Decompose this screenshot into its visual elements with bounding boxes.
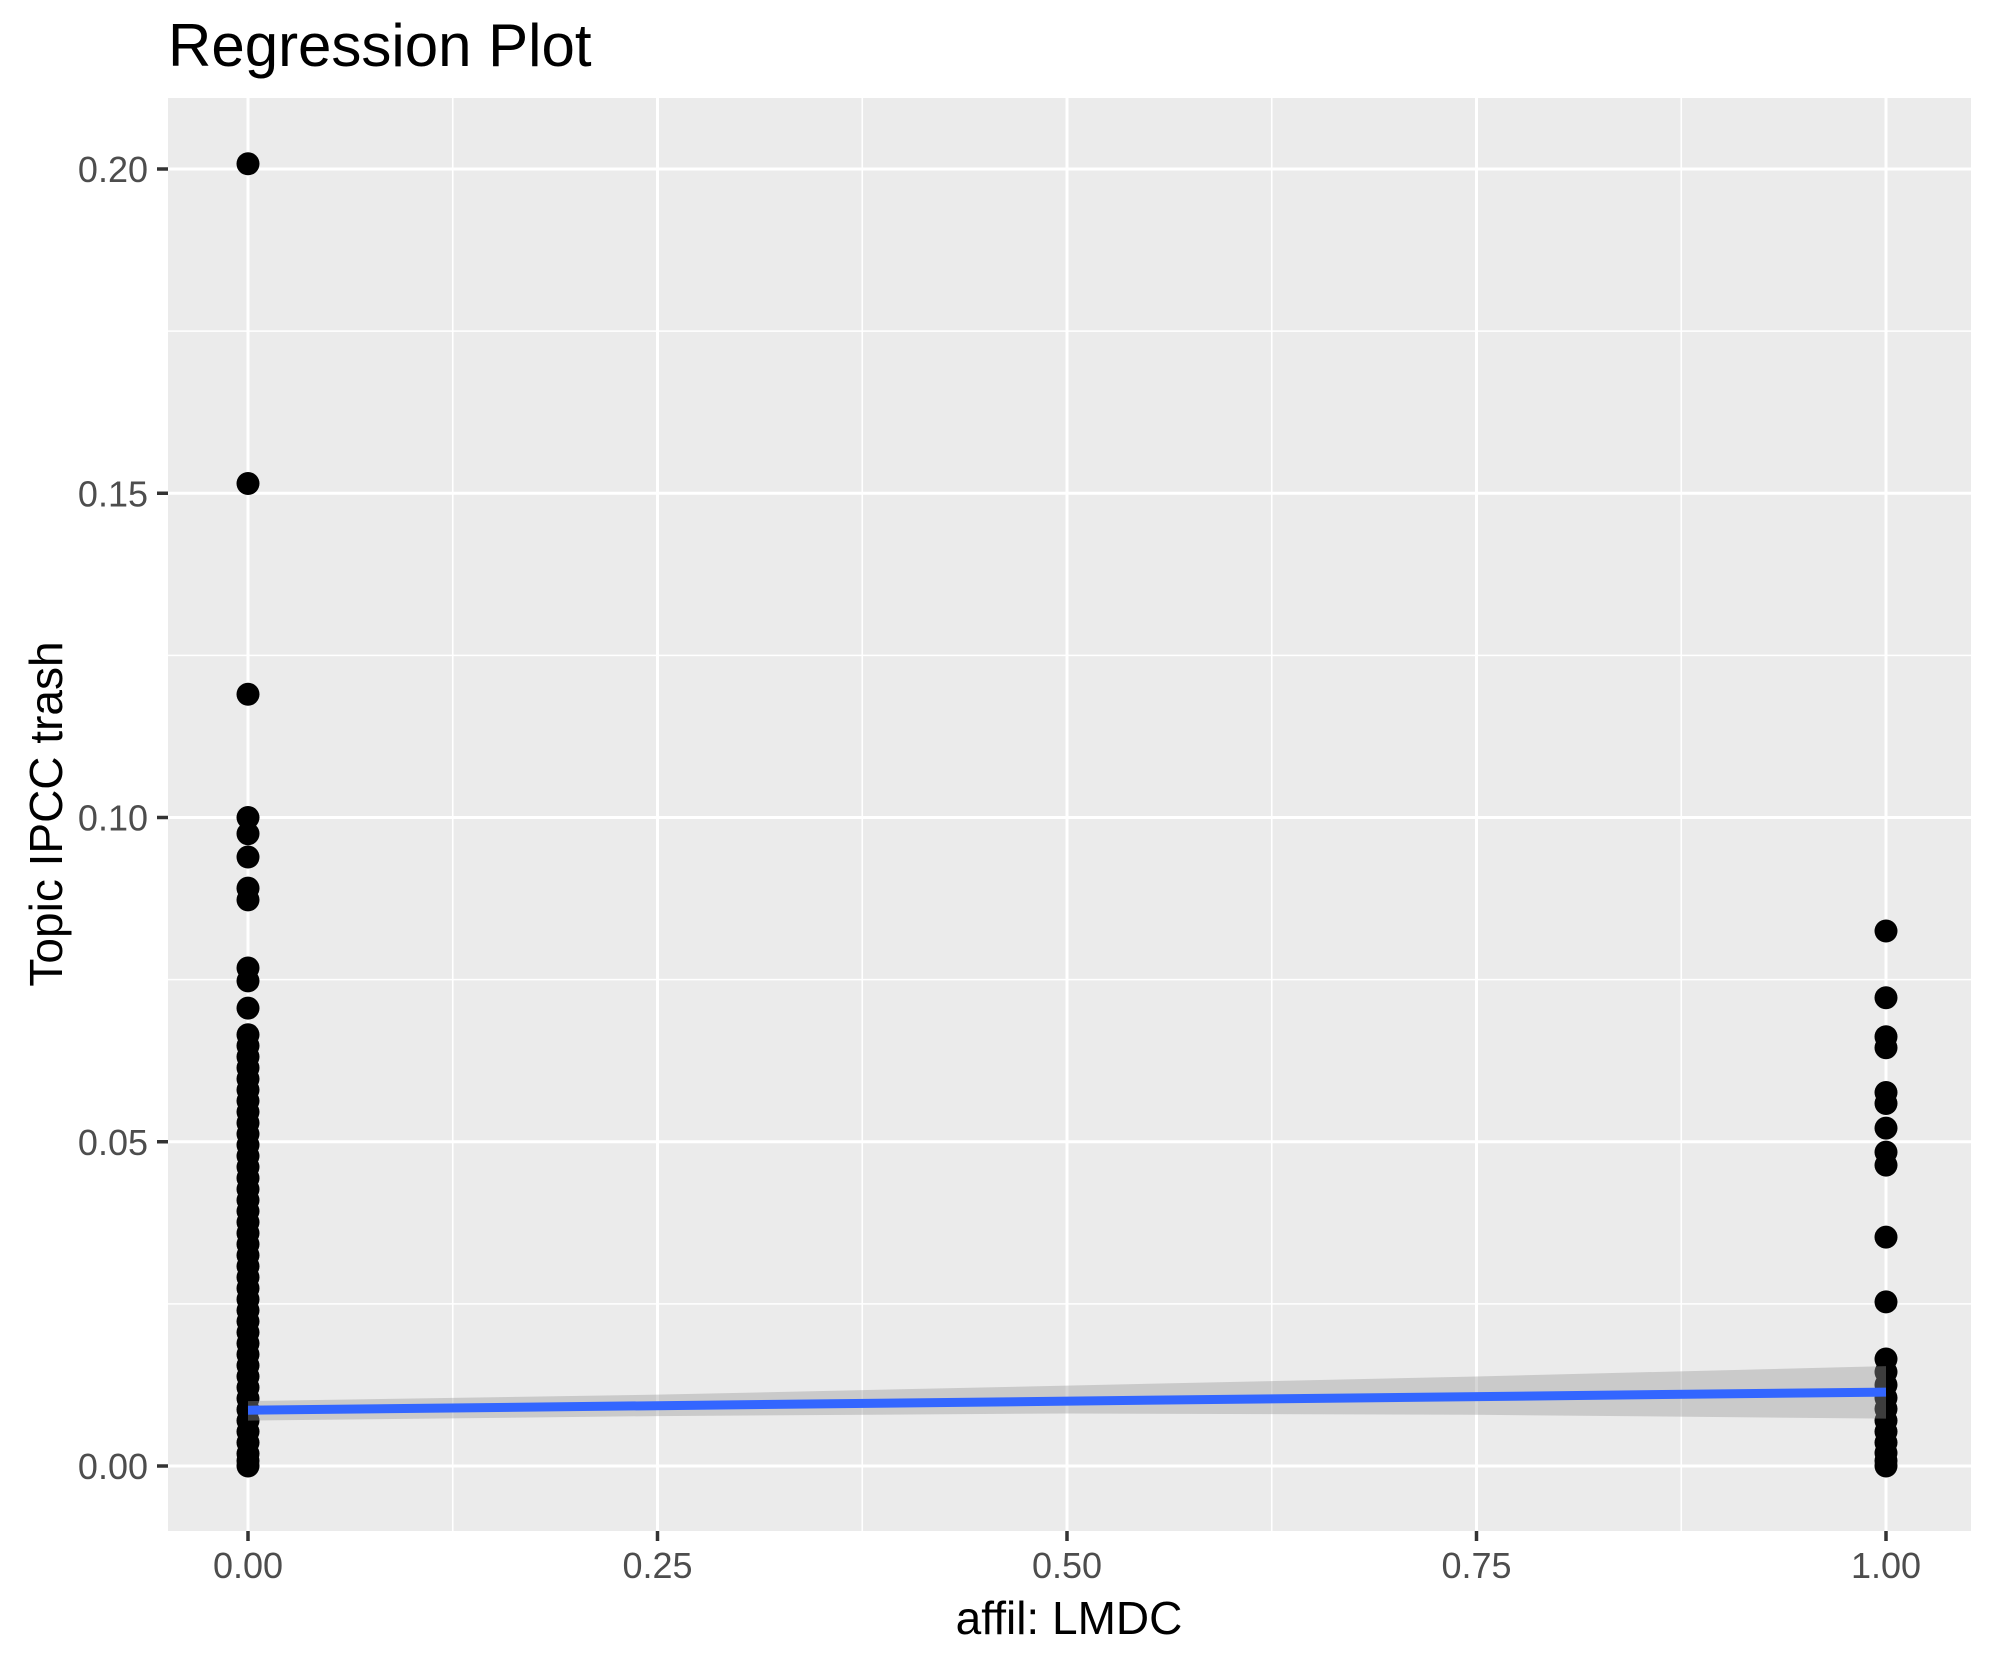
regression-line (247, 1387, 1887, 1415)
data-point (236, 969, 260, 993)
y-axis-title: Topic IPCC trash (20, 641, 72, 986)
x-tick-label: 0.25 (622, 1545, 692, 1586)
data-point (236, 822, 260, 846)
axis-tick-marks (157, 167, 1888, 1541)
data-point (1874, 1454, 1898, 1478)
x-tick-label: 0.00 (213, 1545, 283, 1586)
minor-gridlines (168, 98, 1971, 1531)
x-axis-title: affil: LMDC (956, 1592, 1183, 1644)
regression-fit-line (247, 1387, 1887, 1415)
scatter-points (236, 152, 1898, 1478)
data-point (236, 682, 260, 706)
plot-panel (168, 98, 1971, 1531)
y-tick-label: 0.05 (78, 1122, 148, 1163)
data-point (1874, 919, 1898, 943)
data-point (236, 996, 260, 1020)
data-point (1874, 1153, 1898, 1177)
data-point (236, 806, 260, 829)
plot-title: Regression Plot (168, 12, 592, 79)
data-point (1874, 1091, 1898, 1115)
data-point (1874, 1116, 1898, 1140)
data-point (236, 152, 260, 176)
x-tick-label: 1.00 (1851, 1545, 1921, 1586)
data-point (1874, 1290, 1898, 1314)
data-point (236, 472, 260, 496)
data-point (236, 1454, 260, 1478)
y-tick-label: 0.15 (78, 473, 148, 514)
data-point (1874, 1225, 1898, 1249)
data-point (1874, 986, 1898, 1010)
y-tick-label: 0.10 (78, 798, 148, 839)
axis-tick-labels: 0.00 0.25 0.50 0.75 1.00 0.00 0.05 0.10 0.15 0.20 (78, 149, 1921, 1586)
y-tick-label: 0.00 (78, 1446, 148, 1487)
x-tick-label: 0.75 (1441, 1545, 1511, 1586)
data-point (236, 845, 260, 869)
data-point (1874, 1036, 1898, 1060)
y-tick-label: 0.20 (78, 149, 148, 190)
data-point (236, 888, 260, 912)
x-tick-label: 0.50 (1032, 1545, 1102, 1586)
